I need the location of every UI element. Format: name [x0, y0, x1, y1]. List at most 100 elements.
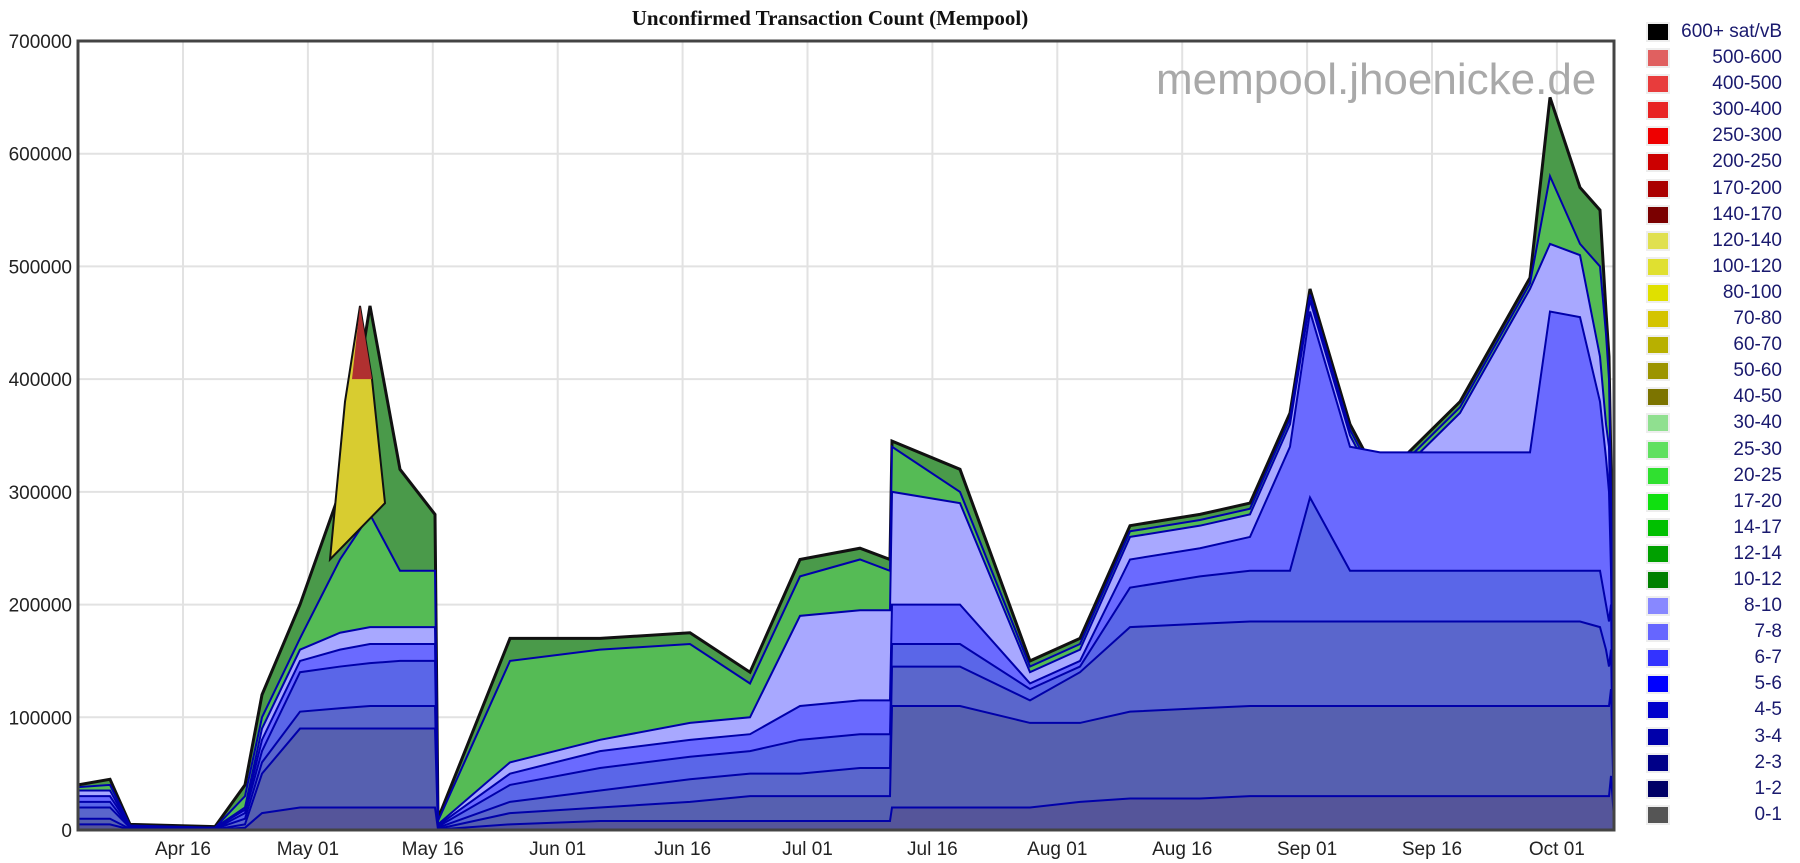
legend-item[interactable]: 20-25 [1640, 464, 1790, 490]
area-band [77, 775, 1615, 831]
legend-swatch [1648, 206, 1668, 223]
legend-swatch [1648, 598, 1668, 615]
legend-item[interactable]: 0-1 [1640, 803, 1790, 829]
x-tick-label: Jun 01 [529, 839, 586, 860]
legend-item[interactable]: 3-4 [1640, 725, 1790, 751]
legend-swatch [1648, 493, 1668, 510]
legend-swatch [1648, 128, 1668, 145]
y-tick-label: 300000 [9, 483, 72, 504]
legend-swatch [1648, 76, 1668, 93]
legend-item[interactable]: 70-80 [1640, 307, 1790, 333]
legend-swatch [1648, 754, 1668, 771]
legend-swatch [1648, 154, 1668, 171]
legend-swatch [1648, 389, 1668, 406]
legend-item[interactable]: 50-60 [1640, 359, 1790, 385]
legend-swatch [1648, 519, 1668, 536]
x-tick-label: Jul 16 [907, 839, 958, 860]
legend-item[interactable]: 10-12 [1640, 568, 1790, 594]
legend-item[interactable]: 7-8 [1640, 620, 1790, 646]
legend-item[interactable]: 25-30 [1640, 438, 1790, 464]
x-tick-label: Jun 16 [654, 839, 711, 860]
legend-label: 17-20 [1733, 490, 1782, 512]
legend-label: 600+ sat/vB [1681, 21, 1782, 42]
legend-item[interactable]: 120-140 [1640, 229, 1790, 255]
legend-item[interactable]: 4-5 [1640, 698, 1790, 724]
plot-frame [76, 39, 1616, 832]
x-tick-label: Oct 01 [1529, 839, 1585, 860]
legend-item[interactable]: 200-250 [1640, 150, 1790, 176]
y-tick-label: 0 [61, 821, 72, 842]
y-tick-label: 200000 [9, 596, 72, 617]
legend-item[interactable]: 60-70 [1640, 333, 1790, 359]
legend-label: 40-50 [1733, 386, 1782, 408]
legend-label: 100-120 [1712, 255, 1782, 277]
legend-label: 250-300 [1712, 125, 1782, 147]
legend-item[interactable]: 80-100 [1640, 281, 1790, 307]
y-tick-label: 600000 [9, 145, 72, 166]
legend-item[interactable]: 40-50 [1640, 385, 1790, 411]
legend-swatch [1648, 415, 1668, 432]
legend-swatch [1648, 624, 1668, 641]
x-tick-label: Aug 01 [1027, 839, 1087, 860]
legend-item[interactable]: 170-200 [1640, 177, 1790, 203]
legend-label: 80-100 [1722, 281, 1782, 303]
legend-label: 400-500 [1712, 73, 1782, 95]
legend-swatch [1648, 650, 1668, 667]
chart-title: Unconfirmed Transaction Count (Mempool) [631, 6, 1029, 30]
legend-swatch [1648, 441, 1668, 458]
legend-swatch [1648, 571, 1668, 588]
legend-item[interactable]: 2-3 [1640, 751, 1790, 777]
legend-label: 12-14 [1733, 542, 1782, 564]
legend-swatch [1648, 363, 1668, 380]
legend-swatch [1648, 545, 1668, 562]
x-tick-label: Sep 01 [1277, 839, 1337, 860]
legend-label: 1-2 [1754, 777, 1782, 799]
legend-label: 14-17 [1733, 516, 1782, 538]
legend-label: 25-30 [1733, 438, 1782, 460]
x-tick-label: Aug 16 [1152, 839, 1212, 860]
legend-swatch [1648, 467, 1668, 484]
legend-item[interactable]: 1-2 [1640, 777, 1790, 803]
legend-swatch [1648, 50, 1668, 67]
y-tick-label: 400000 [9, 370, 72, 391]
legend-label: 2-3 [1754, 751, 1782, 773]
x-tick-label: Jul 01 [782, 839, 833, 860]
legend-swatch [1648, 311, 1668, 328]
area-band [77, 688, 1615, 831]
legend-label: 5-6 [1754, 673, 1782, 695]
legend-label: 0-1 [1754, 803, 1782, 825]
legend-item[interactable]: 400-500 [1640, 72, 1790, 98]
legend-swatch [1648, 702, 1668, 719]
legend-swatch [1648, 232, 1668, 249]
x-tick-label: Apr 16 [155, 839, 211, 860]
legend-swatch [1648, 102, 1668, 119]
legend-item[interactable]: 250-300 [1640, 124, 1790, 150]
legend-item[interactable]: 500-600 [1640, 46, 1790, 72]
legend-item[interactable]: 8-10 [1640, 594, 1790, 620]
legend: 600+ sat/vB 500-600 400-500 300-400 250-300 2… [1640, 20, 1790, 829]
legend-swatch [1648, 284, 1668, 301]
legend-item[interactable]: 5-6 [1640, 672, 1790, 698]
legend-label: 8-10 [1743, 595, 1782, 617]
red-fee-band [352, 305, 372, 380]
legend-label: 10-12 [1733, 568, 1782, 590]
legend-item[interactable]: 300-400 [1640, 98, 1790, 124]
y-tick-label: 100000 [9, 708, 72, 729]
legend-item[interactable]: 600+ sat/vB [1640, 20, 1790, 46]
legend-item[interactable]: 14-17 [1640, 516, 1790, 542]
legend-swatch [1648, 337, 1668, 354]
legend-label: 300-400 [1712, 99, 1782, 121]
legend-item[interactable]: 17-20 [1640, 490, 1790, 516]
legend-label: 4-5 [1754, 699, 1782, 721]
x-tick-label: Sep 16 [1402, 839, 1462, 860]
legend-swatch [1648, 24, 1668, 40]
legend-item[interactable]: 30-40 [1640, 411, 1790, 437]
legend-label: 30-40 [1733, 412, 1782, 434]
legend-item[interactable]: 100-120 [1640, 255, 1790, 281]
legend-item[interactable]: 6-7 [1640, 646, 1790, 672]
legend-label: 60-70 [1733, 334, 1782, 356]
legend-item[interactable]: 140-170 [1640, 203, 1790, 229]
legend-item[interactable]: 12-14 [1640, 542, 1790, 568]
x-tick-label: May 16 [402, 839, 464, 860]
